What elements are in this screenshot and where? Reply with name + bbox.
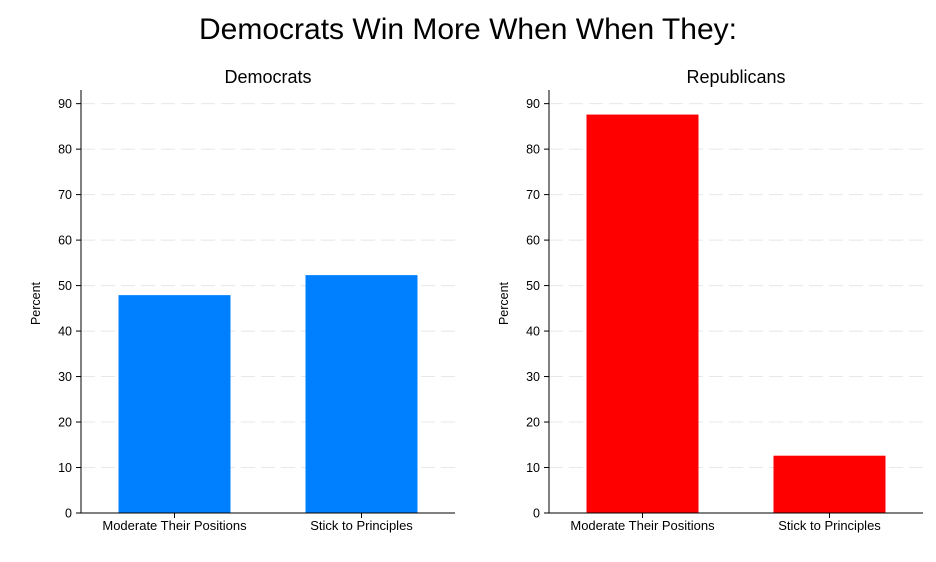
y-tick-label: 60 xyxy=(526,234,540,248)
x-tick-label: Moderate Their Positions xyxy=(102,518,247,533)
bar xyxy=(773,455,886,513)
x-tick-label: Stick to Principles xyxy=(310,518,413,533)
democrats-chart: Democrats 0 10 20 30 40 50 60 70 80 90 Percent Moder… xyxy=(29,67,455,533)
y-tick-label: 70 xyxy=(58,188,72,202)
bar xyxy=(118,295,231,513)
y-tick-label: 40 xyxy=(526,325,540,339)
y-tick-label: 90 xyxy=(526,97,540,111)
y-axis-label: Percent xyxy=(29,281,43,325)
y-axis-label: Percent xyxy=(497,281,511,325)
y-tick-label: 0 xyxy=(533,507,540,521)
bar xyxy=(305,275,418,513)
y-tick-label: 10 xyxy=(58,461,72,475)
chart-main-title: Democrats Win More When When They: xyxy=(199,13,737,46)
panel-title: Republicans xyxy=(686,67,785,87)
y-tick-label: 30 xyxy=(58,370,72,384)
y-tick-label: 20 xyxy=(58,416,72,430)
y-tick-label: 10 xyxy=(526,461,540,475)
y-tick-label: 40 xyxy=(58,325,72,339)
y-tick-label: 90 xyxy=(58,97,72,111)
y-tick-label: 70 xyxy=(526,188,540,202)
y-tick-label: 20 xyxy=(526,416,540,430)
x-tick-label: Moderate Their Positions xyxy=(570,518,715,533)
y-tick-label: 0 xyxy=(65,507,72,521)
y-tick-label: 50 xyxy=(58,279,72,293)
y-tick-label: 30 xyxy=(526,370,540,384)
y-tick-label: 50 xyxy=(526,279,540,293)
republicans-chart: Republicans 0 10 20 30 40 50 60 70 80 90 Percent Mod… xyxy=(497,67,923,533)
y-tick-label: 80 xyxy=(58,143,72,157)
panel-title: Democrats xyxy=(224,67,311,87)
x-tick-label: Stick to Principles xyxy=(778,518,881,533)
y-tick-label: 60 xyxy=(58,234,72,248)
bar xyxy=(586,114,699,514)
y-tick-label: 80 xyxy=(526,143,540,157)
